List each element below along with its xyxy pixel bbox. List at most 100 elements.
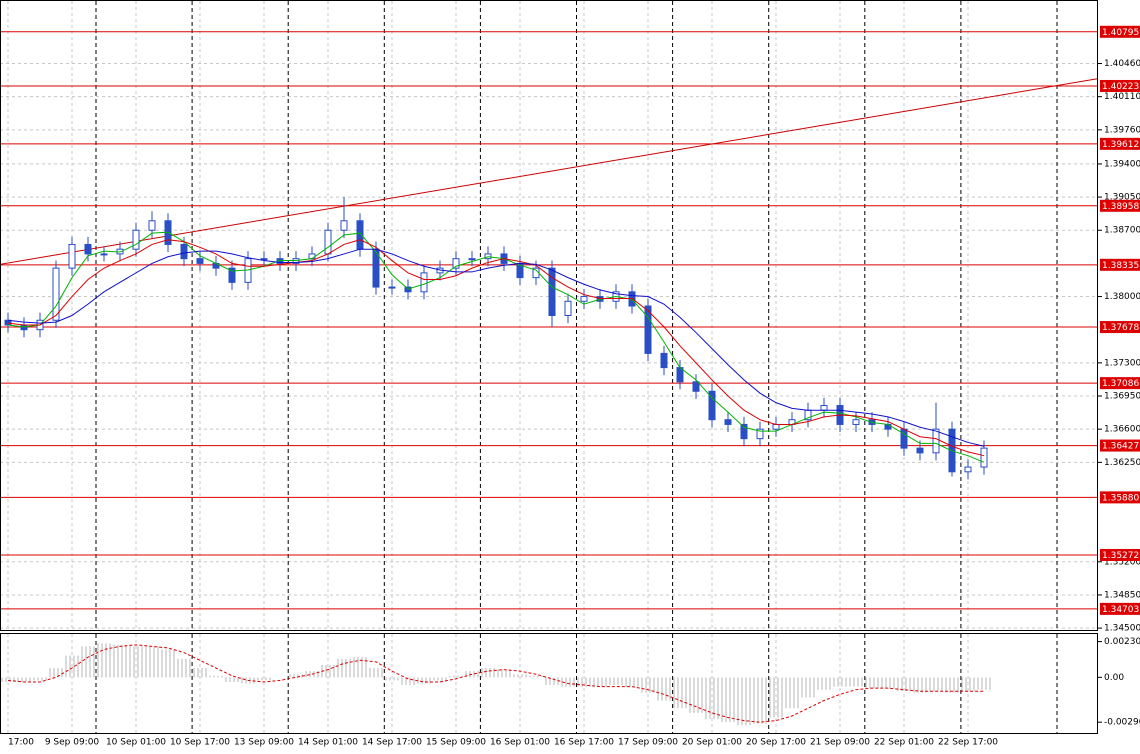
x-tick-label: 13 Sep 09:00 <box>234 738 294 748</box>
y-tick-label: 1.36950 <box>1104 392 1140 402</box>
level-label-box <box>1100 258 1140 271</box>
y-tick-label: 1.36250 <box>1104 458 1140 468</box>
moving-average <box>7 231 985 463</box>
y-tick-label: 1.40110 <box>1104 92 1140 102</box>
level-label: 1.38958 <box>1102 202 1139 212</box>
x-tick-label: 20 Sep 17:00 <box>746 738 806 748</box>
y-tick-label: 1.35200 <box>1104 557 1140 567</box>
y-tick-label: 1.40460 <box>1104 59 1140 69</box>
level-label-box <box>1100 137 1140 150</box>
x-tick-label: 21 Sep 09:00 <box>810 738 870 748</box>
y-tick-label: 0.00 <box>1104 673 1124 683</box>
x-tick-label: 9 Sep 09:00 <box>45 738 100 748</box>
level-label: 1.40223 <box>1102 82 1139 92</box>
candle-body <box>68 243 76 269</box>
y-tick-label: 0.002308 <box>1104 637 1140 647</box>
candle-body <box>132 229 140 250</box>
candle-body <box>772 423 780 430</box>
y-tick-label: 1.38700 <box>1104 226 1140 236</box>
candle-body <box>388 286 396 289</box>
x-tick-label: 16 Sep 01:00 <box>490 738 550 748</box>
y-tick-label: 1.36600 <box>1104 425 1140 435</box>
candle-body <box>52 267 60 321</box>
signal-line <box>7 644 984 723</box>
x-tick-label: 17 Sep 09:00 <box>618 738 678 748</box>
candle-body <box>724 419 732 425</box>
level-label-box <box>1100 602 1140 615</box>
candle-body <box>548 267 556 316</box>
main-pane-border <box>0 0 1098 631</box>
y-tick-label: 1.39050 <box>1104 193 1140 203</box>
level-label-box <box>1100 439 1140 452</box>
y-tick-label: 1.34500 <box>1104 624 1140 634</box>
x-tick-label: 15 Sep 09:00 <box>426 738 486 748</box>
candle-body <box>692 381 700 392</box>
level-label: 1.36427 <box>1102 442 1139 452</box>
candle-body <box>308 253 316 260</box>
x-tick-label: 14 Sep 01:00 <box>298 738 358 748</box>
candle-body <box>196 258 204 264</box>
candle-body <box>228 267 236 283</box>
candle-body <box>980 447 988 468</box>
x-tick-label: 10 Sep 01:00 <box>106 738 166 748</box>
level-label: 1.39612 <box>1102 140 1139 150</box>
candle-body <box>180 243 188 260</box>
candle-body <box>100 253 108 256</box>
level-label-box <box>1100 377 1140 390</box>
candle-body <box>340 220 348 231</box>
candle-body <box>916 447 924 454</box>
candle-body <box>260 258 268 261</box>
level-label: 1.38335 <box>1102 261 1139 271</box>
level-label-box <box>1100 321 1140 334</box>
level-label-box <box>1100 548 1140 561</box>
level-label: 1.40795 <box>1102 28 1139 38</box>
level-label-box <box>1100 79 1140 92</box>
y-tick-label: 1.39400 <box>1104 159 1140 169</box>
candle-body <box>900 428 908 449</box>
candle-body <box>708 390 716 421</box>
candle-body <box>580 296 588 302</box>
x-tick-label: 22 Sep 01:00 <box>874 738 934 748</box>
level-label: 1.35272 <box>1102 551 1139 561</box>
candle-body <box>820 404 828 411</box>
level-label-box <box>1100 491 1140 504</box>
candle-body <box>964 466 972 473</box>
candle-body <box>740 423 748 440</box>
x-tick-label: 16 Sep 17:00 <box>554 738 614 748</box>
level-label: 1.37086 <box>1102 379 1139 389</box>
axis: 1.40460 1.40110 1.39760 1.39400 1.39050 1.387… <box>8 25 1140 748</box>
level-label: 1.34703 <box>1102 605 1139 615</box>
candle-body <box>660 352 668 369</box>
trendline <box>0 78 1099 265</box>
level-label-box <box>1100 199 1140 212</box>
level-label: 1.35880 <box>1102 493 1139 503</box>
y-tick-label: 1.37300 <box>1104 358 1140 368</box>
y-tick-label: 1.39760 <box>1104 125 1140 135</box>
indicator-pane-border <box>0 633 1098 734</box>
level-label-box <box>1100 25 1140 38</box>
candle-body <box>932 428 940 454</box>
candle-body <box>852 419 860 425</box>
x-tick-label: 20 Sep 01:00 <box>682 738 742 748</box>
candle-body <box>756 428 764 440</box>
y-tick-label: -0.00290 <box>1104 718 1140 728</box>
plot <box>0 31 1099 726</box>
candle-body <box>644 305 652 354</box>
candle-body <box>84 243 92 255</box>
x-tick-label: 17:00 <box>8 738 34 748</box>
candle-body <box>564 300 572 316</box>
candle-body <box>468 258 476 261</box>
y-tick-label: 1.38000 <box>1104 292 1140 302</box>
grid <box>0 1 1098 733</box>
moving-average <box>7 239 985 457</box>
candle-body <box>148 220 156 231</box>
candle-body <box>324 229 332 255</box>
y-tick-label: 1.34850 <box>1104 590 1140 600</box>
x-tick-label: 22 Sep 17:00 <box>938 738 998 748</box>
level-label: 1.37678 <box>1102 323 1139 333</box>
x-tick-label: 14 Sep 17:00 <box>362 738 422 748</box>
moving-average <box>7 248 985 447</box>
candle-body <box>452 258 460 269</box>
